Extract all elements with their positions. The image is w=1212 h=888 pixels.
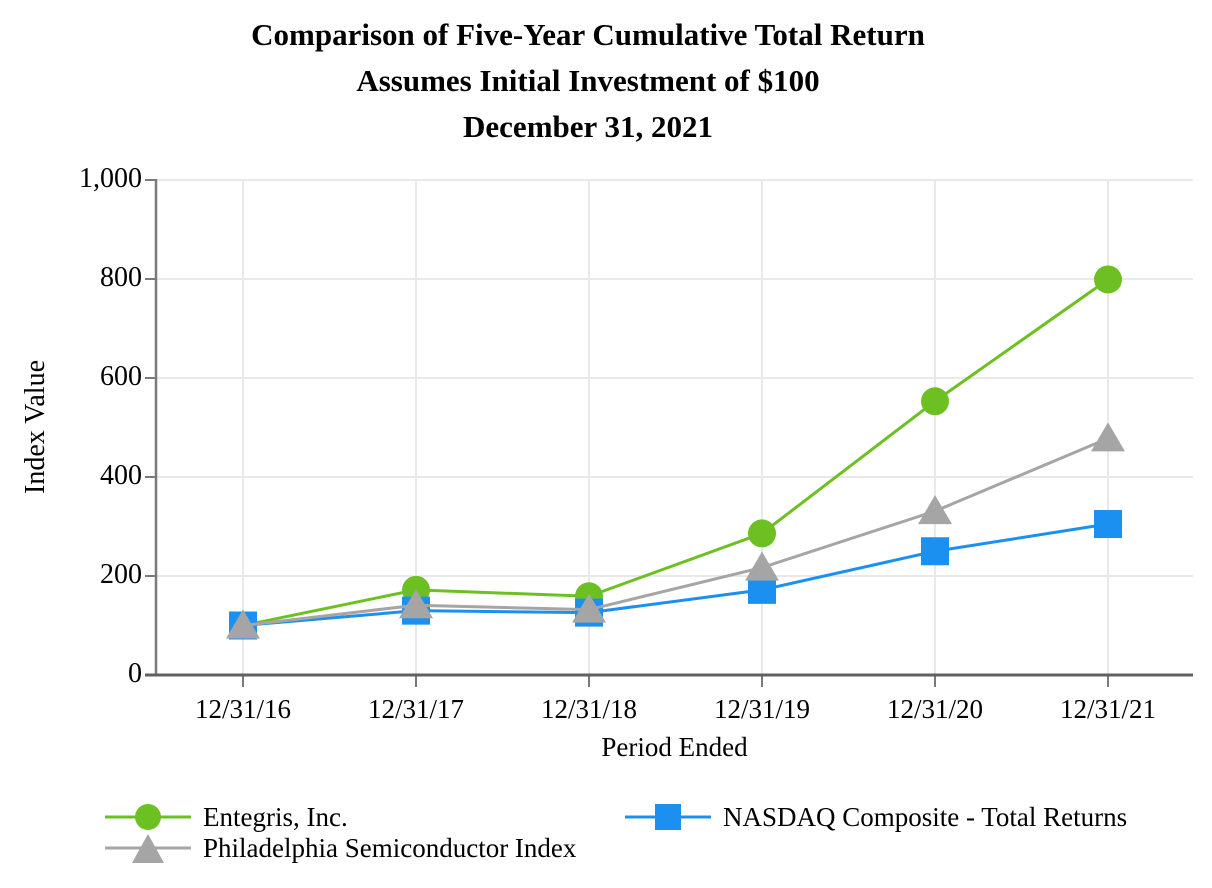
x-tick-label: 12/31/17 [367,694,464,724]
chart-title-line-3: December 31, 2021 [463,109,713,144]
series-point-marker [918,495,952,525]
series-point-marker [745,551,779,581]
series-point-marker [1091,422,1125,452]
x-tick-label: 12/31/18 [540,694,637,724]
x-axis-title: Period Ended [601,732,748,762]
series-point-marker [748,519,776,548]
legend-shape [655,804,681,830]
series-point-marker [226,609,260,639]
nasdaq-square-icon [625,804,711,830]
series-point-marker [921,387,949,416]
x-tick-label: 12/31/16 [194,694,291,724]
legend-shape [132,834,164,863]
legend-label-entegris: Entegris, Inc. [203,802,348,832]
y-tick-label: 200 [100,559,142,590]
chart-title-line-2: Assumes Initial Investment of $100 [356,63,820,98]
series-line [242,522,1109,627]
legend-label-philadelphia: Philadelphia Semiconductor Index [203,833,577,863]
philadelphia-triangle-icon [105,834,191,863]
x-tick-label: 12/31/21 [1059,694,1156,724]
chart-title-line-1: Comparison of Five-Year Cumulative Total… [251,17,925,52]
series-line [242,278,1109,627]
series-point-marker [1094,265,1122,294]
legend-entry-entegris: Entegris, Inc. [105,801,348,833]
series-point-marker [399,589,433,619]
y-tick-label: 400 [100,460,142,491]
y-tick-label: 600 [100,361,142,392]
legend-shape [135,804,161,830]
series-point-marker [572,593,606,623]
x-tick-label: 12/31/20 [886,694,983,724]
legend-entry-philadelphia: Philadelphia Semiconductor Index [105,832,576,864]
series-point-marker [1094,510,1122,539]
series-point-marker [921,537,949,566]
entegris-circle-icon [105,804,191,830]
legend-label-nasdaq: NASDAQ Composite - Total Returns [723,802,1128,832]
y-tick-label: 800 [100,262,142,293]
x-tick-label: 12/31/19 [713,694,810,724]
series-line [242,437,1109,627]
chart-title-block: Comparison of Five-Year Cumulative Total… [0,12,1176,150]
y-tick-label: 1,000 [79,163,142,194]
legend-entry-nasdaq: NASDAQ Composite - Total Returns [625,801,1127,833]
y-tick-label: 0 [128,658,142,689]
